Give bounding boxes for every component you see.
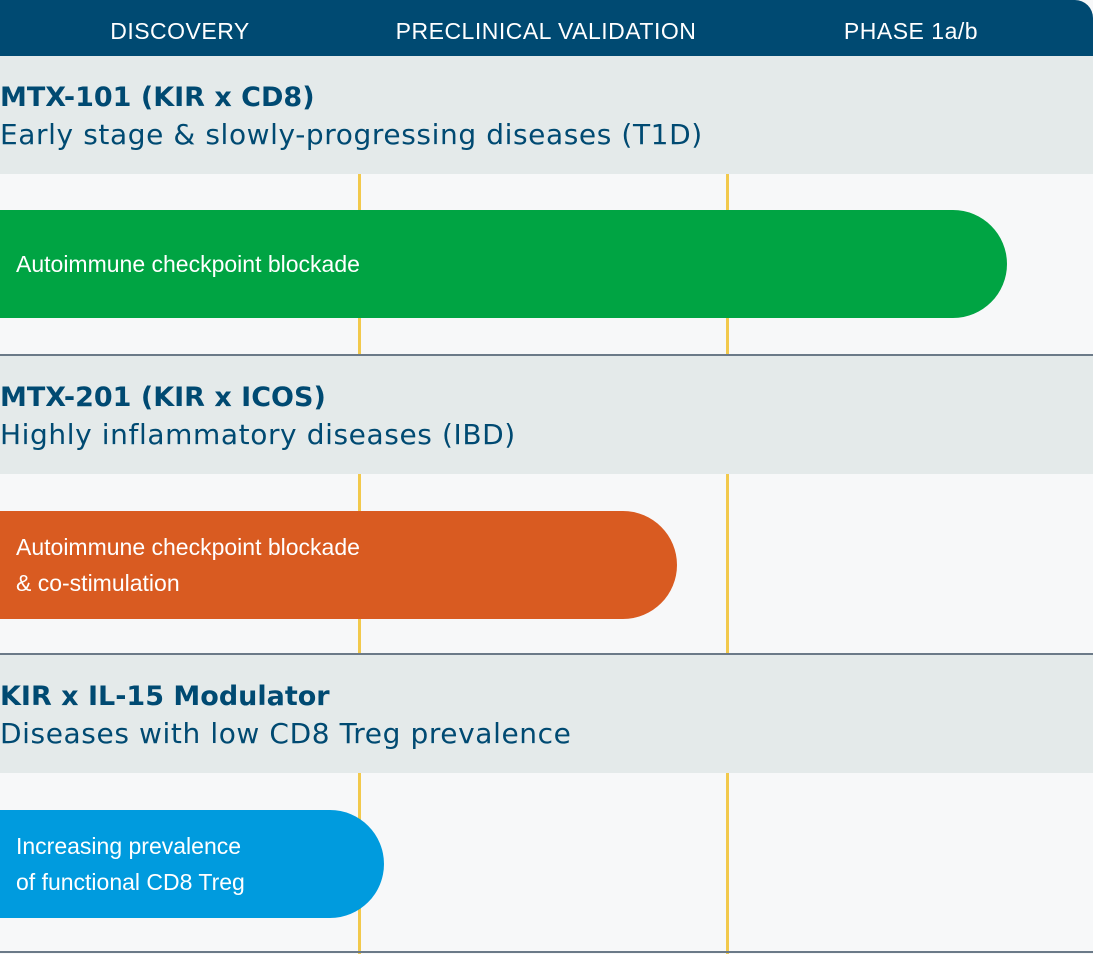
bar-label-line: Increasing prevalence (16, 833, 242, 859)
stage-label-discovery: DISCOVERY (110, 18, 250, 44)
progress-bar-mtx101: Autoimmune checkpoint blockade (0, 210, 1007, 318)
stage-label-phase1: PHASE 1a/b (843, 18, 979, 44)
bar-label-line: Autoimmune checkpoint blockade (16, 251, 360, 277)
program-title: MTX-201 (KIR x ICOS) (0, 382, 326, 413)
row-divider (0, 653, 1093, 655)
row-divider (0, 951, 1093, 953)
program-title: MTX-101 (KIR x CD8) (0, 82, 315, 113)
row-divider (0, 354, 1093, 356)
program-indication: Early stage & slowly-progressing disease… (0, 118, 703, 151)
program-header-il15: KIR x IL-15 Modulator Diseases with low … (0, 655, 1093, 773)
program-indication: Highly inflammatory diseases (IBD) (0, 418, 516, 451)
stage-label-preclinical: PRECLINICAL VALIDATION (395, 18, 697, 44)
progress-bar-il15: Increasing prevalence of functional CD8 … (0, 810, 384, 918)
progress-bar-mtx201: Autoimmune checkpoint blockade & co-stim… (0, 511, 677, 619)
stage-divider-line (726, 473, 729, 655)
bar-label-line: & co-stimulation (16, 570, 180, 596)
program-indication: Diseases with low CD8 Treg prevalence (0, 717, 572, 750)
stage-header: DISCOVERY PRECLINICAL VALIDATION PHASE 1… (0, 0, 1093, 56)
bar-label-line: of functional CD8 Treg (16, 869, 245, 895)
stage-divider-line (726, 772, 729, 954)
program-header-mtx101: MTX-101 (KIR x CD8) Early stage & slowly… (0, 56, 1093, 174)
program-title: KIR x IL-15 Modulator (0, 681, 330, 712)
program-header-mtx201: MTX-201 (KIR x ICOS) Highly inflammatory… (0, 356, 1093, 474)
bar-label-line: Autoimmune checkpoint blockade (16, 534, 360, 560)
